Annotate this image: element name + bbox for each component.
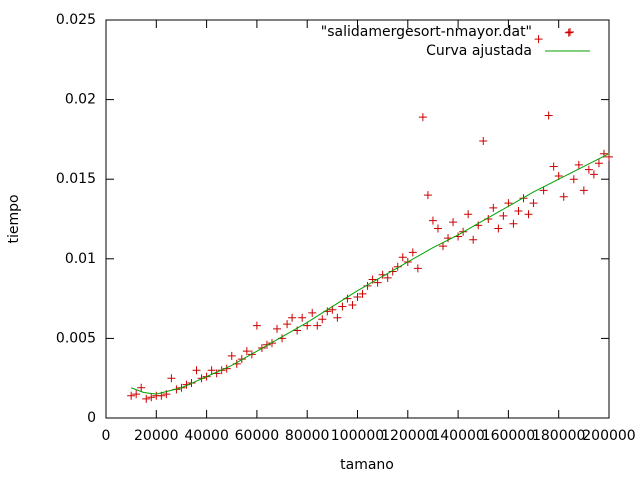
plot-border [105,19,610,419]
data-point [423,191,432,200]
data-point [519,194,528,203]
data-point [439,242,448,251]
data-point [574,160,583,169]
x-tick-label: 200000 [582,428,635,444]
data-point [358,289,367,298]
data-point [267,339,276,348]
x-tick-label: 160000 [482,428,535,444]
data-point [298,313,307,322]
data-point [469,235,478,244]
data-point [479,136,488,145]
data-point [433,224,442,233]
data-point [408,248,417,257]
legend-label: Curva ajustada [426,43,532,59]
data-point [288,313,297,322]
x-tick-label: 120000 [381,428,434,444]
legend-swatch [566,28,574,36]
data-point [308,308,317,317]
x-tick-label: 20000 [134,428,179,444]
data-point [167,374,176,383]
x-tick-label: 180000 [532,428,585,444]
data-point [262,340,271,349]
x-tick-label: 40000 [184,428,229,444]
y-tick-label: 0.01 [65,251,96,267]
x-tick-label: 100000 [331,428,384,444]
y-tick-label: 0.005 [56,330,96,346]
data-point [544,111,553,120]
x-tick-label: 80000 [285,428,330,444]
data-point [398,253,407,262]
x-tick-label: 140000 [431,428,484,444]
data-point [142,394,151,403]
data-point [137,383,146,392]
data-point [534,35,543,44]
data-point [499,211,508,220]
y-tick-label: 0.015 [56,171,96,187]
data-point [569,175,578,184]
data-point [594,159,603,168]
data-point [127,391,136,400]
data-point [383,273,392,282]
data-point [549,162,558,171]
data-point [313,321,322,330]
x-tick-label: 60000 [235,428,280,444]
y-tick-label: 0.025 [56,12,96,28]
data-point [348,300,357,309]
x-tick-label: 0 [102,428,111,444]
data-point [333,313,342,322]
legend-label: "salidamergesort-nmayor.dat" [321,24,532,40]
data-point [197,374,206,383]
data-point [579,186,588,195]
data-point [418,113,427,122]
data-point [242,347,251,356]
data-point [489,203,498,212]
data-point [428,216,437,225]
data-point [509,219,518,228]
data-point [539,186,548,195]
y-tick-label: 0.02 [65,92,96,108]
data-point [529,199,538,208]
fit-line [130,153,610,395]
data-point [589,170,598,179]
data-point [227,351,236,360]
y-tick-label: 0 [87,410,96,426]
data-point [514,207,523,216]
data-point [564,28,573,37]
data-point [338,302,347,311]
data-point [192,366,201,375]
data-point [252,321,261,330]
data-point [283,320,292,329]
data-point [464,210,473,219]
data-point [147,393,156,402]
data-point [207,366,216,375]
data-point [584,165,593,174]
data-point [132,390,141,399]
data-point [353,293,362,302]
data-point [559,192,568,201]
data-point [373,278,382,287]
data-point [413,264,422,273]
data-point [449,218,458,227]
data-point [494,224,503,233]
data-point [318,315,327,324]
y-axis-label: tiempo [6,194,22,243]
data-point [273,324,282,333]
data-point [524,210,533,219]
data-point [237,355,246,364]
x-axis-label: tamano [340,457,394,473]
